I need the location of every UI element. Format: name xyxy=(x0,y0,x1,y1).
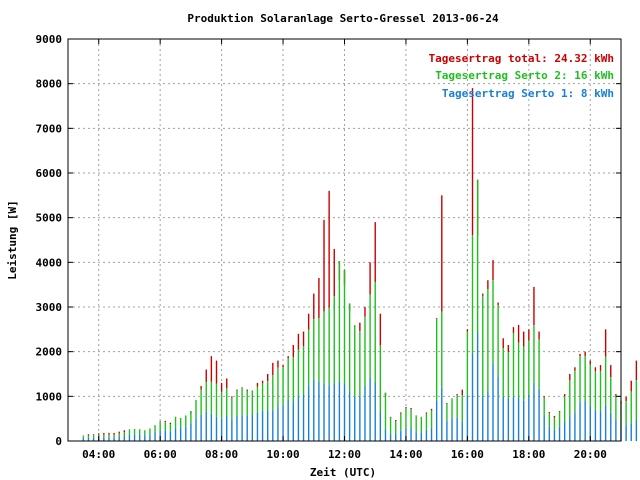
y-tick-label: 2000 xyxy=(36,346,63,359)
y-tick-label: 8000 xyxy=(36,78,63,91)
x-tick-label: 08:00 xyxy=(205,448,238,461)
y-tick-label: 5000 xyxy=(36,212,63,225)
y-tick-label: 4000 xyxy=(36,256,63,269)
bars-layer xyxy=(82,88,638,441)
y-axis-label: Leistung [W] xyxy=(6,200,19,279)
y-tick-label: 0 xyxy=(55,435,62,448)
x-tick-label: 12:00 xyxy=(328,448,361,461)
x-tick-label: 06:00 xyxy=(144,448,177,461)
legend: Tagesertrag total: 24.32 kWh Tagesertrag… xyxy=(429,52,614,100)
chart-title: Produktion Solaranlage Serto-Gressel 201… xyxy=(187,12,499,25)
x-tick-label: 14:00 xyxy=(389,448,422,461)
x-axis-label: Zeit (UTC) xyxy=(310,466,376,479)
x-tick-label: 20:00 xyxy=(574,448,607,461)
x-tick-label: 18:00 xyxy=(512,448,545,461)
legend-entry-serto-1: Tagesertrag Serto 1: 8 kWh xyxy=(442,87,614,100)
y-tick-label: 6000 xyxy=(36,167,63,180)
x-tick-label: 10:00 xyxy=(266,448,299,461)
ticks-layer: 0 1000 2000 3000 4000 5000 6000 7000 8000 9000 04:… xyxy=(36,33,621,461)
x-tick-label: 16:00 xyxy=(451,448,484,461)
y-tick-label: 1000 xyxy=(36,390,63,403)
legend-entry-total: Tagesertrag total: 24.32 kWh xyxy=(429,52,614,65)
y-tick-label: 7000 xyxy=(36,122,63,135)
y-tick-label: 3000 xyxy=(36,301,63,314)
y-tick-label: 9000 xyxy=(36,33,63,46)
legend-entry-serto-2: Tagesertrag Serto 2: 16 kWh xyxy=(435,69,614,82)
x-tick-label: 04:00 xyxy=(82,448,115,461)
